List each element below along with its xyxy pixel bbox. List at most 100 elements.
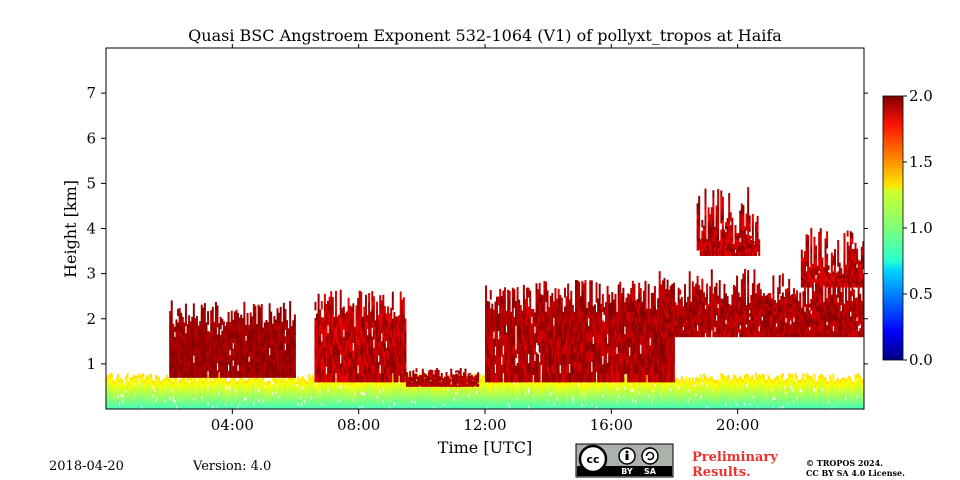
heatmap-cell <box>586 390 589 394</box>
heatmap-cell <box>208 394 211 398</box>
heatmap-cell <box>434 406 437 409</box>
heatmap-cell <box>124 405 127 409</box>
heatmap-cell <box>118 379 121 383</box>
heatmap-cell <box>118 382 121 386</box>
heatmap-cell <box>429 392 432 397</box>
heatmap-cell <box>611 385 614 389</box>
heatmap-cell <box>281 379 284 383</box>
heatmap-cell <box>453 403 456 407</box>
heatmap-cell <box>320 399 323 403</box>
heatmap-cell <box>183 390 186 394</box>
heatmap-cell <box>682 390 685 395</box>
heatmap-cell <box>810 386 813 390</box>
heatmap-cell <box>259 388 262 392</box>
heatmap-cell <box>649 398 652 403</box>
heatmap-cell <box>459 398 462 403</box>
heatmap-cell <box>841 383 844 388</box>
heatmap-cell <box>723 375 726 380</box>
heatmap-cell <box>350 392 353 396</box>
heatmap-cell <box>721 401 724 406</box>
heatmap-cell <box>461 395 464 400</box>
heatmap-cell <box>412 391 415 396</box>
heatmap-cell <box>462 402 465 407</box>
heatmap-cell <box>399 398 402 403</box>
heatmap-cell <box>775 392 778 397</box>
heatmap-cell <box>164 402 167 407</box>
heatmap-cell <box>183 386 186 391</box>
heatmap-cell <box>423 385 426 390</box>
heatmap-cell <box>704 389 707 393</box>
heatmap-cell <box>819 381 822 386</box>
heatmap-cell <box>131 380 134 384</box>
heatmap-cell <box>458 393 461 397</box>
heatmap-cell <box>396 395 399 400</box>
heatmap-cell <box>575 405 577 409</box>
heatmap-cell <box>210 398 213 403</box>
heatmap-cell <box>154 402 157 407</box>
heatmap-cell <box>789 391 792 396</box>
heatmap-cell <box>788 376 791 381</box>
heatmap-cell <box>789 377 792 382</box>
heatmap-cell <box>598 386 601 390</box>
heatmap-cell <box>117 374 120 378</box>
heatmap-cell <box>123 395 126 399</box>
heatmap-cell <box>109 376 112 381</box>
heatmap-cell <box>710 392 713 397</box>
heatmap-cell <box>229 321 232 328</box>
heatmap-cell <box>311 378 314 383</box>
heatmap-cell <box>725 381 728 385</box>
heatmap-cell <box>132 388 135 393</box>
heatmap-cell <box>680 395 683 400</box>
heatmap-cell <box>158 380 161 384</box>
heatmap-cell <box>358 382 361 387</box>
heatmap-cell <box>368 388 371 393</box>
heatmap-cell <box>110 387 113 392</box>
heatmap-cell <box>777 388 780 393</box>
heatmap-cell <box>132 395 135 400</box>
heatmap-cell <box>117 405 120 409</box>
heatmap-cell <box>633 403 636 407</box>
heatmap-cell <box>483 385 486 390</box>
heatmap-cell <box>713 383 716 387</box>
heatmap-cell <box>240 378 243 383</box>
heatmap-cell <box>668 399 671 404</box>
heatmap-cell <box>846 396 849 400</box>
heatmap-cell <box>695 377 698 381</box>
heatmap-cell <box>597 402 600 407</box>
heatmap-cell <box>183 402 186 407</box>
heatmap-cell <box>676 402 679 407</box>
heatmap-cell <box>194 336 197 343</box>
heatmap-cell <box>549 395 552 400</box>
heatmap-cell <box>611 394 614 398</box>
heatmap-cell <box>859 389 862 393</box>
heatmap-cell <box>293 381 296 386</box>
heatmap-cell <box>755 401 758 406</box>
heatmap-cell <box>524 388 527 393</box>
heatmap-cell <box>860 384 863 389</box>
heatmap-cell <box>439 390 442 395</box>
heatmap-cell <box>376 398 379 402</box>
heatmap-cell <box>598 397 601 401</box>
heatmap-cell <box>500 382 503 386</box>
heatmap-cell <box>608 403 611 407</box>
heatmap-cell <box>734 375 737 380</box>
heatmap-cell <box>835 385 838 390</box>
heatmap-cell <box>459 401 462 406</box>
heatmap-cell <box>112 394 115 398</box>
heatmap-cell <box>832 402 835 406</box>
heatmap-cell <box>857 401 860 406</box>
heatmap-cell <box>297 382 300 387</box>
heatmap-cell <box>622 381 625 386</box>
heatmap-cell <box>254 377 257 382</box>
heatmap-cell <box>767 398 770 403</box>
heatmap-cell <box>344 406 347 409</box>
heatmap-cell <box>788 401 791 406</box>
heatmap-cell <box>545 405 547 409</box>
heatmap-cell <box>824 393 827 397</box>
heatmap-cell <box>233 383 236 387</box>
heatmap-cell <box>713 400 716 404</box>
heatmap-cell <box>262 392 265 397</box>
heatmap-cell <box>778 400 781 404</box>
heatmap-cell <box>166 398 168 403</box>
heatmap-cell <box>140 388 143 392</box>
